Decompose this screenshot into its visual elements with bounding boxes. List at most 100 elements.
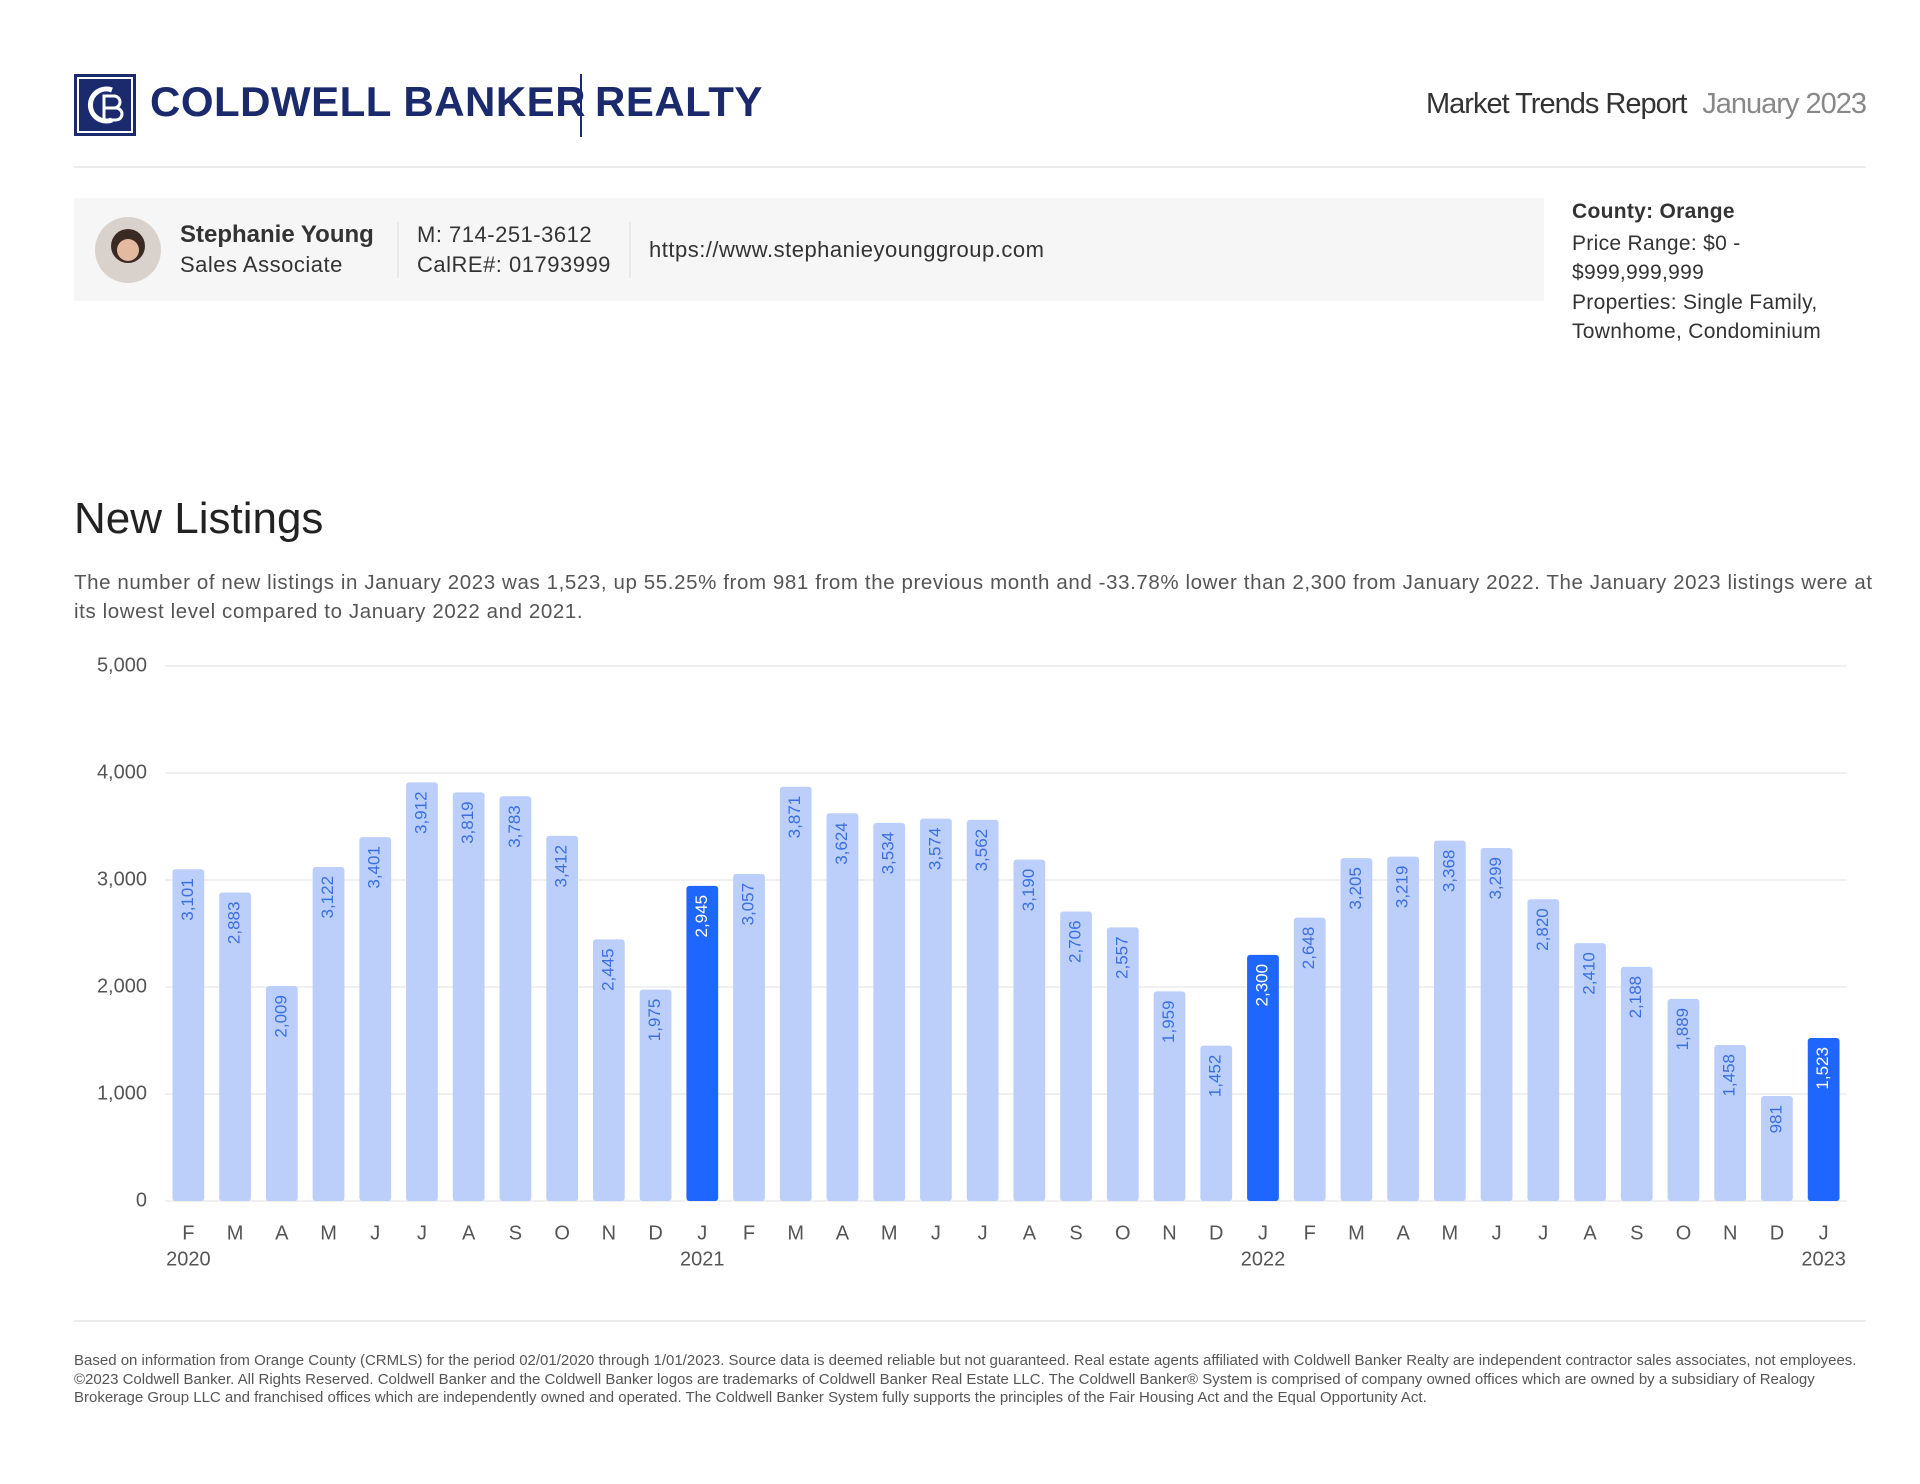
x-tick-label: M bbox=[1442, 1222, 1459, 1244]
x-tick-label: J bbox=[697, 1222, 707, 1244]
chart-title: New Listings bbox=[74, 494, 324, 543]
x-tick-label: A bbox=[462, 1222, 476, 1244]
year-label: 2023 bbox=[1801, 1248, 1846, 1270]
x-tick-label: N bbox=[1723, 1222, 1737, 1244]
x-tick-label: D bbox=[1770, 1222, 1784, 1244]
x-tick-label: A bbox=[1583, 1222, 1597, 1244]
filter-county: County: Orange bbox=[1572, 200, 1735, 223]
bar bbox=[1247, 954, 1279, 1201]
chart-subtitle: The number of new listings in January 20… bbox=[74, 571, 1873, 623]
value-label: 1,889 bbox=[1673, 1008, 1692, 1051]
bar bbox=[733, 873, 765, 1201]
x-tick-label: D bbox=[1209, 1222, 1223, 1244]
bar bbox=[826, 813, 859, 1201]
value-label: 3,219 bbox=[1393, 866, 1412, 909]
division: REALTY bbox=[595, 78, 763, 125]
x-tick-label: A bbox=[275, 1222, 289, 1244]
agent-website[interactable]: https://www.stephanieyounggroup.com bbox=[649, 237, 1045, 262]
value-label: 1,452 bbox=[1206, 1055, 1225, 1098]
agent-license: CalRE#: 01793999 bbox=[417, 252, 611, 277]
value-label: 2,557 bbox=[1112, 936, 1131, 979]
value-label: 3,871 bbox=[785, 796, 804, 839]
disclaimer: Based on information from Orange County … bbox=[74, 1352, 1857, 1406]
x-tick-label: O bbox=[554, 1222, 570, 1244]
x-tick-label: D bbox=[648, 1222, 662, 1244]
x-tick-label: J bbox=[417, 1222, 427, 1244]
value-label: 2,009 bbox=[271, 995, 290, 1038]
avatar-face bbox=[117, 239, 139, 261]
bar bbox=[1153, 991, 1186, 1201]
bar bbox=[172, 869, 205, 1201]
bar bbox=[546, 835, 579, 1201]
bar bbox=[312, 866, 345, 1201]
value-label: 2,445 bbox=[598, 948, 617, 991]
y-tick-label: 5,000 bbox=[97, 654, 147, 676]
x-tick-label: J bbox=[1492, 1222, 1502, 1244]
value-label: 2,188 bbox=[1626, 976, 1645, 1019]
bar bbox=[1620, 966, 1653, 1201]
x-tick-label: O bbox=[1676, 1222, 1692, 1244]
year-label: 2022 bbox=[1241, 1248, 1286, 1270]
bar bbox=[686, 885, 719, 1201]
bar bbox=[1761, 1096, 1793, 1201]
x-tick-label: J bbox=[931, 1222, 941, 1244]
brand: COLDWELL BANKER bbox=[150, 78, 587, 125]
bar bbox=[219, 892, 251, 1201]
x-tick-label: J bbox=[1819, 1222, 1829, 1244]
bar bbox=[359, 837, 392, 1201]
x-tick-label: J bbox=[370, 1222, 380, 1244]
value-label: 3,205 bbox=[1346, 867, 1365, 910]
bar bbox=[592, 939, 625, 1201]
value-label: 2,883 bbox=[225, 902, 244, 945]
x-tick-label: M bbox=[320, 1222, 337, 1244]
bar bbox=[920, 818, 952, 1201]
value-label: 3,122 bbox=[318, 876, 337, 919]
x-tick-label: J bbox=[978, 1222, 988, 1244]
bar bbox=[1667, 998, 1700, 1201]
bar bbox=[1293, 917, 1326, 1201]
year-label: 2021 bbox=[680, 1248, 725, 1270]
logo-glyph bbox=[102, 94, 124, 122]
bar bbox=[1807, 1038, 1840, 1201]
bar bbox=[499, 796, 532, 1201]
value-label: 3,299 bbox=[1486, 857, 1505, 900]
bar bbox=[265, 986, 298, 1201]
value-label: 3,912 bbox=[411, 791, 430, 834]
value-label: 1,959 bbox=[1159, 1000, 1178, 1043]
value-label: 981 bbox=[1766, 1105, 1785, 1133]
x-tick-label: J bbox=[1258, 1222, 1268, 1244]
value-label: 3,562 bbox=[972, 829, 991, 872]
x-tick-label: F bbox=[743, 1222, 755, 1244]
bar bbox=[1106, 927, 1139, 1201]
bar bbox=[1340, 858, 1373, 1201]
bar bbox=[406, 782, 438, 1201]
x-tick-label: M bbox=[787, 1222, 804, 1244]
y-tick-label: 0 bbox=[136, 1189, 147, 1211]
x-tick-label: S bbox=[1069, 1222, 1082, 1244]
value-label: 2,300 bbox=[1252, 964, 1271, 1007]
x-tick-label: M bbox=[881, 1222, 898, 1244]
agent-panel bbox=[74, 198, 1544, 301]
value-label: 3,190 bbox=[1019, 869, 1038, 912]
value-label: 1,975 bbox=[645, 999, 664, 1042]
value-label: 3,534 bbox=[879, 832, 898, 875]
y-tick-label: 2,000 bbox=[97, 975, 147, 997]
x-tick-label: S bbox=[509, 1222, 522, 1244]
bar bbox=[873, 822, 906, 1201]
value-label: 3,057 bbox=[739, 883, 758, 926]
bar bbox=[1433, 840, 1466, 1201]
filter-properties: Properties: Single Family, Townhome, Con… bbox=[1572, 291, 1822, 343]
x-tick-label: A bbox=[836, 1222, 850, 1244]
x-tick-label: J bbox=[1538, 1222, 1548, 1244]
filter-price: Price Range: $0 - $999,999,999 bbox=[1572, 232, 1741, 284]
y-tick-label: 1,000 bbox=[97, 1082, 147, 1104]
value-label: 2,410 bbox=[1580, 952, 1599, 995]
agent-name: Stephanie Young bbox=[180, 221, 374, 248]
bar bbox=[452, 792, 485, 1201]
value-label: 2,820 bbox=[1533, 908, 1552, 951]
report-period: January 2023 bbox=[1702, 88, 1867, 120]
bar bbox=[779, 786, 812, 1201]
logo-frame bbox=[77, 77, 133, 133]
value-label: 3,624 bbox=[832, 822, 851, 865]
x-tick-label: F bbox=[182, 1222, 194, 1244]
